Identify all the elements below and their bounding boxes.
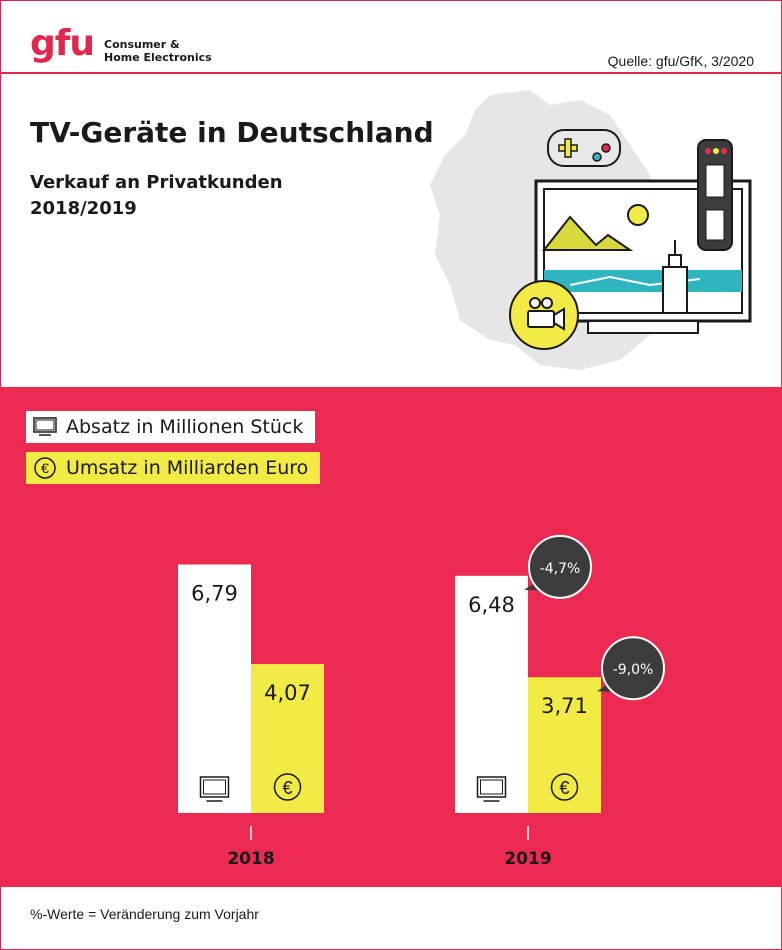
bar-absatz-2019 [455,575,528,813]
bar-umsatz-2019 [528,677,601,813]
euro-icon: € [273,773,302,801]
tv-icon [199,776,230,802]
category-label: 2019 [504,849,551,869]
tv-illustration [430,90,752,370]
source-label: Quelle: gfu/GfK, 3/2020 [607,53,754,69]
svg-text:€: € [41,460,49,476]
tv-icon [476,776,507,802]
footer-note: %-Werte = Veränderung zum Vorjahr [30,906,259,922]
data-label: 4,07 [264,681,311,705]
legend-label-absatz: Absatz in Millionen Stück [66,416,304,438]
bar-absatz-2018 [178,564,251,813]
euro-icon: € [550,773,579,801]
euro-icon: € [30,453,60,483]
change-label: -9,0% [613,662,654,678]
chart-subtitle: Verkauf an Privatkunden 2018/2019 [30,170,330,222]
camera-badge-icon [509,280,579,350]
logo-subtitle-line2: Home Electronics [104,51,212,64]
legend-item-absatz: Absatz in Millionen Stück [26,411,316,443]
logo: gfu [30,23,95,64]
logo-subtitle: Consumer & Home Electronics [104,38,212,64]
data-label: 6,48 [468,593,515,617]
change-bubble [528,534,592,599]
data-label: 6,79 [191,581,238,605]
header: gfu Consumer & Home Electronics Quelle: … [0,0,782,74]
category-label: 2018 [227,849,274,869]
data-label: 3,71 [541,694,588,718]
remote-control-icon [697,139,733,251]
tv-icon [30,412,60,442]
subtitle-line2: 2018/2019 [30,198,137,219]
bar-umsatz-2018 [251,664,324,813]
change-label: -4,7% [540,561,581,577]
gamepad-icon [547,129,621,167]
change-bubble [601,636,665,701]
legend-label-umsatz: Umsatz in Milliarden Euro [66,457,309,479]
svg-text:€: € [559,778,569,798]
logo-subtitle-line1: Consumer & [104,38,180,51]
legend-item-umsatz: € Umsatz in Milliarden Euro [26,452,321,484]
subtitle-line1: Verkauf an Privatkunden [30,172,283,193]
chart-title: TV-Geräte in Deutschland [30,116,434,149]
svg-text:€: € [282,778,292,798]
